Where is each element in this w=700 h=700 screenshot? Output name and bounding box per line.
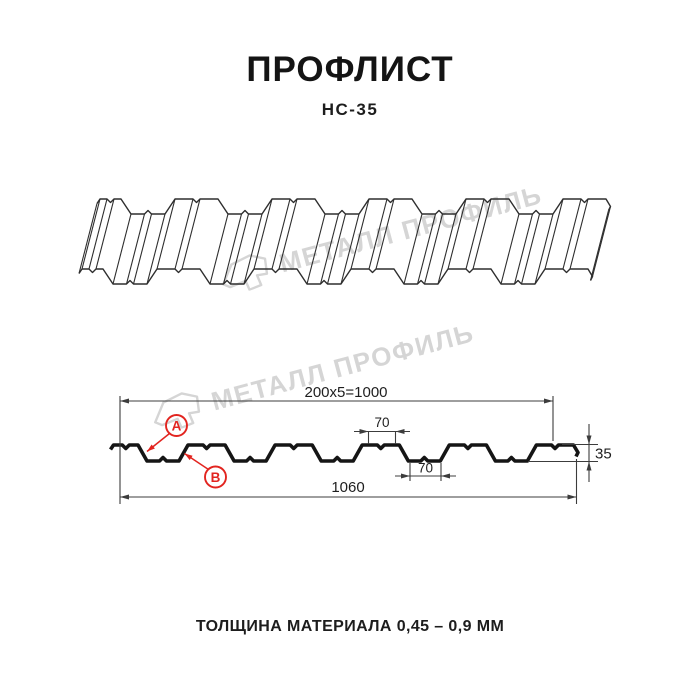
dim-rib-bottom-width: 70 (418, 461, 433, 476)
profile-model-label: НС-35 (321, 100, 379, 119)
cross-section-profile (109, 443, 580, 463)
dim-profile-height: 35 (595, 446, 612, 463)
isometric-profile-view (78, 198, 612, 285)
dimension-lines (119, 396, 598, 504)
dim-working-width: 200x5=1000 (305, 384, 388, 401)
dimension-labels: 200x5=1000 70 70 35 1060 (305, 384, 612, 496)
callout-face-a: A (172, 419, 182, 434)
material-thickness-note: ТОЛЩИНА МАТЕРИАЛА 0,45 – 0,9 ММ (195, 618, 505, 635)
page-title: ПРОФЛИСТ (246, 50, 454, 89)
dim-rib-top-width: 70 (374, 415, 389, 430)
dim-full-width: 1060 (331, 479, 364, 496)
callout-face-b: B (211, 470, 221, 485)
